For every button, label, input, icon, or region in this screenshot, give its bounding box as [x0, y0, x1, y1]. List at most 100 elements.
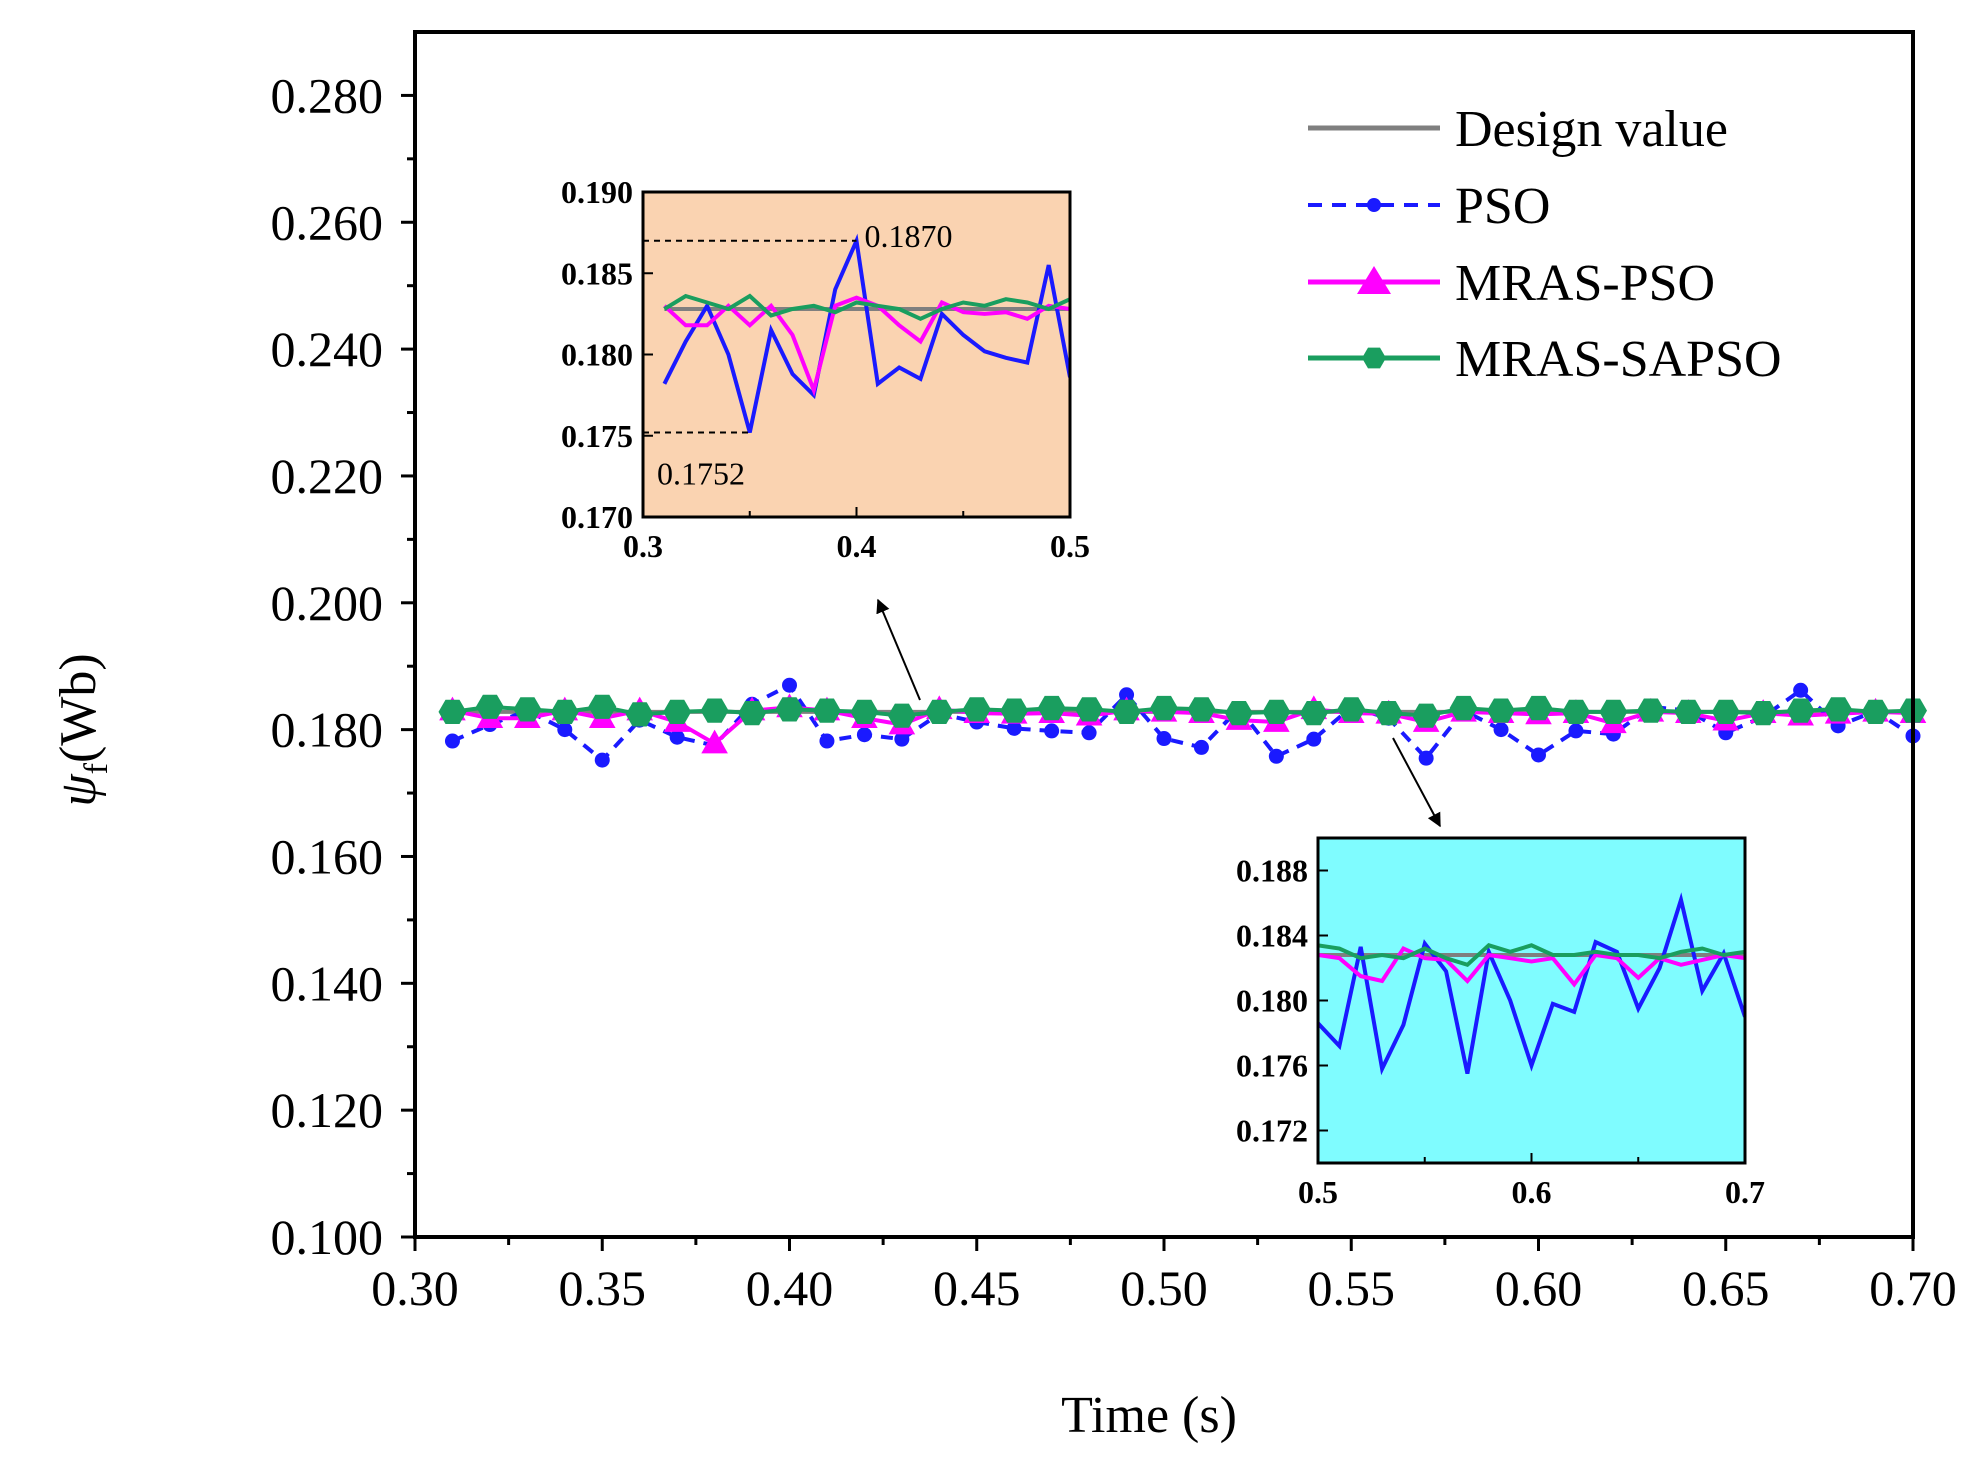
series-mras-sapso-point — [1187, 697, 1216, 722]
y-axis-title-unit: (Wb) — [50, 653, 107, 763]
series-mras-sapso-point — [550, 699, 579, 724]
series-pso-point — [1119, 687, 1135, 703]
series-mras-sapso-point — [1749, 701, 1778, 726]
inset-series-2-line — [1318, 945, 1745, 988]
x-tick-label: 0.60 — [1495, 1260, 1583, 1316]
main-series-group — [438, 677, 1927, 768]
series-mras-sapso-point — [1037, 695, 1066, 721]
inset-background — [1318, 838, 1745, 1163]
inset-series-3-line — [663, 293, 1070, 322]
series-pso-point — [1193, 739, 1209, 755]
series-pso-point — [1044, 723, 1060, 739]
y-tick-label: 0.260 — [271, 194, 384, 250]
legend-label-mras-pso: MRAS-PSO — [1455, 255, 1715, 312]
inset-y-tick-label: 0.172 — [1236, 1113, 1308, 1149]
arrow-to-inset-2 — [1392, 737, 1441, 828]
series-pso-point — [1156, 731, 1172, 747]
series-mras-sapso-point — [1562, 699, 1590, 724]
inset-y-tick-label: 0.176 — [1236, 1048, 1308, 1084]
inset-y-tick-label: 0.190 — [561, 174, 633, 210]
series-pso-point — [819, 733, 835, 749]
series-pso-point — [1793, 682, 1809, 698]
series-mras-sapso-point — [1711, 699, 1740, 724]
legend-marker-pso — [1367, 198, 1381, 212]
legend-label-mras-sapso: MRAS-SAPSO — [1455, 331, 1782, 388]
x-tick-label: 0.45 — [933, 1260, 1021, 1316]
series-pso-point — [557, 722, 573, 738]
series-mras-pso-point — [701, 729, 728, 754]
inset-x-tick-label: 0.5 — [1298, 1174, 1338, 1210]
x-tick-label: 0.35 — [559, 1260, 647, 1316]
inset-x-tick-label: 0.7 — [1725, 1174, 1765, 1210]
series-pso-point — [1081, 725, 1097, 741]
series-mras-sapso-point — [1224, 701, 1253, 726]
y-tick-label: 0.100 — [271, 1209, 384, 1265]
y-tick-label: 0.140 — [271, 955, 384, 1011]
x-tick-label: 0.55 — [1308, 1260, 1396, 1316]
series-mras-sapso-point — [962, 697, 991, 722]
series-pso-line — [451, 682, 1915, 763]
series-mras-sapso-point — [887, 703, 916, 728]
y-tick-label: 0.160 — [271, 828, 384, 884]
series-mras-sapso-point — [1262, 699, 1291, 724]
inset-x-tick-label: 0.4 — [837, 528, 877, 564]
y-tick-label: 0.240 — [271, 321, 384, 377]
series-mras-sapso-point — [1786, 698, 1815, 723]
inset-y-tick-label: 0.180 — [1236, 983, 1308, 1019]
series-pso-point — [1531, 747, 1546, 763]
series-mras-sapso-point — [925, 699, 954, 724]
inset-series-1-line — [662, 233, 1070, 434]
series-pso-point — [669, 729, 685, 745]
series-pso-point — [1268, 748, 1284, 764]
series-pso-point — [782, 677, 797, 693]
inset-series-1-line — [1318, 892, 1745, 1076]
series-mras-sapso-point — [700, 698, 729, 723]
inset-zoom-0-3-0-5: 0.1870 0.1752 0.3 0.4 0.5 0.170 0.175 0.180 0.18… — [561, 174, 1090, 564]
series-mras-sapso-point — [1824, 697, 1853, 722]
y-tick-label: 0.220 — [271, 448, 384, 504]
x-tick-label: 0.70 — [1869, 1260, 1957, 1316]
inset-y-tick-label: 0.180 — [561, 337, 633, 373]
inset-zoom-0-5-0-7: 0.5 0.6 0.7 0.172 0.176 0.180 0.184 0.188 — [1236, 836, 1765, 1210]
series-mras-sapso-point — [588, 694, 617, 719]
legend-marker-mras-pso — [1357, 266, 1391, 294]
series-mras-sapso-point — [1150, 695, 1178, 721]
series-mras-sapso-point — [1636, 698, 1665, 723]
series-mras-sapso-line — [452, 704, 1914, 718]
series-mras-sapso-point — [812, 698, 841, 723]
series-pso-point — [594, 752, 610, 768]
inset-x-tick-label: 0.6 — [1512, 1174, 1552, 1210]
series-mras-sapso-point — [513, 697, 542, 722]
series-mras-sapso-point — [475, 694, 504, 719]
series-mras-sapso-point — [775, 697, 804, 722]
series-pso-point — [444, 733, 460, 749]
inset-x-tick-label: 0.5 — [1050, 528, 1090, 564]
y-tick-label: 0.120 — [271, 1082, 384, 1138]
y-axis-title: ψf(Wb) — [50, 653, 115, 806]
x-axis-title: Time (s) — [1061, 1387, 1237, 1444]
series-mras-sapso-point — [1374, 701, 1403, 726]
series-mras-sapso-point — [1112, 699, 1141, 724]
series-mras-sapso-point — [663, 699, 692, 724]
y-axis-title-subscript: f — [78, 762, 115, 774]
inset-y-tick-label: 0.170 — [561, 499, 633, 535]
y-tick-label: 0.200 — [271, 575, 384, 631]
series-mras-sapso-point — [1337, 697, 1366, 722]
series-mras-sapso-point — [1449, 695, 1478, 721]
legend-marker-mras-sapso — [1362, 347, 1386, 369]
inset-y-tick-label: 0.175 — [561, 418, 633, 454]
series-mras-sapso-point — [1299, 701, 1328, 726]
series-pso-point — [1006, 720, 1022, 736]
series-mras-sapso-point — [850, 699, 879, 724]
inset-annotation-label: 0.1870 — [865, 218, 953, 254]
series-mras-sapso-point — [1861, 699, 1890, 724]
main-plot: 0.30 0.35 0.40 0.45 0.50 0.55 0.60 0.65 0.70 0.10… — [271, 30, 1957, 1316]
series-pso-point — [1568, 723, 1584, 739]
series-pso-point — [1306, 731, 1322, 747]
main-axis-tick-labels: 0.30 0.35 0.40 0.45 0.50 0.55 0.60 0.65 0.70 0.10… — [271, 67, 1957, 1316]
series-mras-sapso-point — [1599, 699, 1628, 724]
series-mras-sapso-point — [1524, 695, 1553, 721]
inset-x-tick-label: 0.3 — [623, 528, 663, 564]
series-pso-point — [894, 731, 910, 747]
y-tick-label: 0.280 — [271, 67, 384, 123]
